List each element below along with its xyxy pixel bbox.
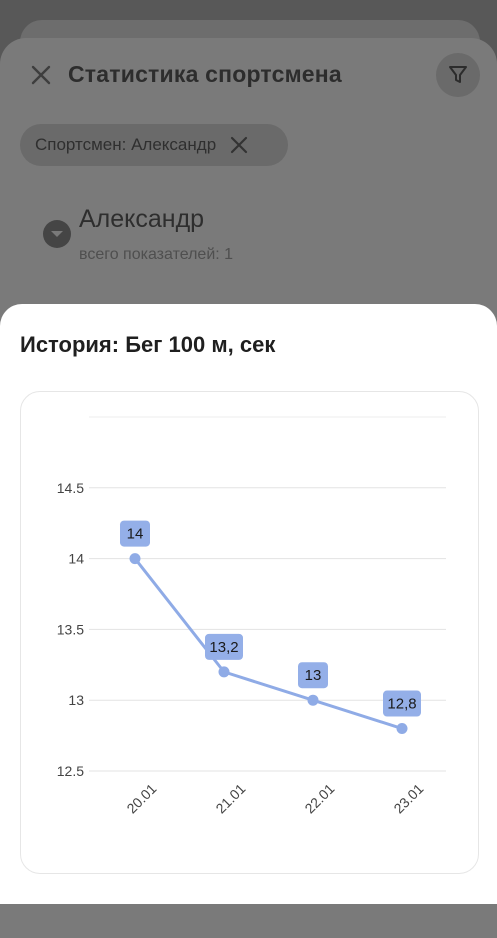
x-tick-label: 23.01 <box>390 780 426 816</box>
chip-remove-button[interactable] <box>230 136 248 154</box>
chart-card: 12.5 13 13.5 14 14.5 14 13,2 13 12,8 20.01 21.01 22… <box>20 391 479 874</box>
y-tick-label: 13.5 <box>57 621 84 637</box>
data-label-box <box>120 520 150 547</box>
history-line-chart: 12.5 13 13.5 14 14.5 14 13,2 13 12,8 20.01 21.01 22… <box>57 416 446 817</box>
data-label: 13,2 <box>209 639 238 656</box>
close-icon <box>31 65 51 85</box>
y-tick-label: 14.5 <box>57 480 84 496</box>
series-line <box>133 557 403 730</box>
close-icon <box>231 136 248 154</box>
data-label: 14 <box>127 526 144 543</box>
filter-button[interactable] <box>436 53 480 97</box>
chip-label: Спортсмен: Александр <box>35 135 217 154</box>
athlete-expand-button[interactable] <box>43 220 71 248</box>
x-tick-label: 22.01 <box>301 780 337 816</box>
y-tick-label: 14 <box>68 551 84 567</box>
data-point <box>396 723 408 735</box>
data-label-box <box>205 633 243 660</box>
athlete-name: Александр <box>79 205 205 233</box>
chevron-down-icon <box>51 231 63 237</box>
page-title: Статистика спортсмена <box>68 61 342 87</box>
data-label: 12,8 <box>387 696 416 713</box>
data-label-box <box>383 690 421 717</box>
history-bottom-sheet: История: Бег 100 м, сек 12.5 13 13.5 14 14.5… <box>0 304 497 904</box>
data-label-box <box>298 662 328 689</box>
filter-icon <box>449 66 467 83</box>
athlete-indicator-count: всего показателей: 1 <box>79 246 234 263</box>
data-point <box>218 666 230 678</box>
data-point <box>129 553 141 565</box>
y-tick-label: 13 <box>68 692 84 708</box>
x-tick-label: 21.01 <box>212 780 248 816</box>
x-tick-label: 20.01 <box>123 780 159 816</box>
data-point <box>307 694 319 706</box>
close-button[interactable] <box>28 62 54 88</box>
athlete-filter-chip[interactable]: Спортсмен: Александр <box>20 124 288 166</box>
y-tick-label: 12.5 <box>57 763 84 779</box>
data-label: 13 <box>305 667 322 684</box>
history-title: История: Бег 100 м, сек <box>20 332 276 357</box>
